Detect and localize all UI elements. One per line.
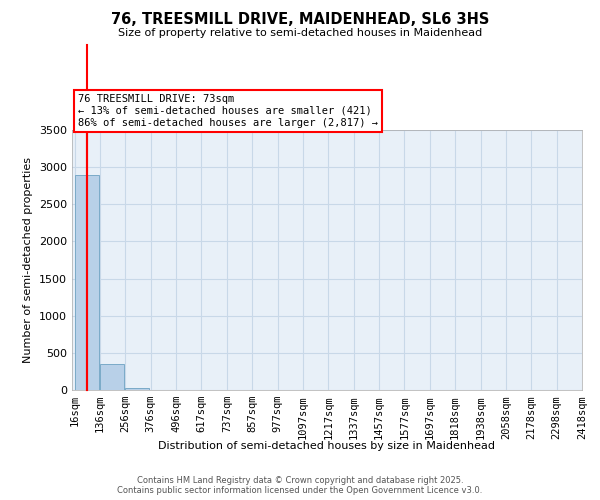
Y-axis label: Number of semi-detached properties: Number of semi-detached properties — [23, 157, 34, 363]
Bar — [125, 388, 149, 390]
Text: Size of property relative to semi-detached houses in Maidenhead: Size of property relative to semi-detach… — [118, 28, 482, 38]
X-axis label: Distribution of semi-detached houses by size in Maidenhead: Distribution of semi-detached houses by … — [158, 442, 496, 452]
Bar — [100, 364, 124, 390]
Bar — [74, 174, 98, 390]
Text: 76 TREESMILL DRIVE: 73sqm
← 13% of semi-detached houses are smaller (421)
86% of: 76 TREESMILL DRIVE: 73sqm ← 13% of semi-… — [78, 94, 378, 128]
Text: Contains HM Land Registry data © Crown copyright and database right 2025.
Contai: Contains HM Land Registry data © Crown c… — [118, 476, 482, 495]
Text: 76, TREESMILL DRIVE, MAIDENHEAD, SL6 3HS: 76, TREESMILL DRIVE, MAIDENHEAD, SL6 3HS — [111, 12, 489, 28]
